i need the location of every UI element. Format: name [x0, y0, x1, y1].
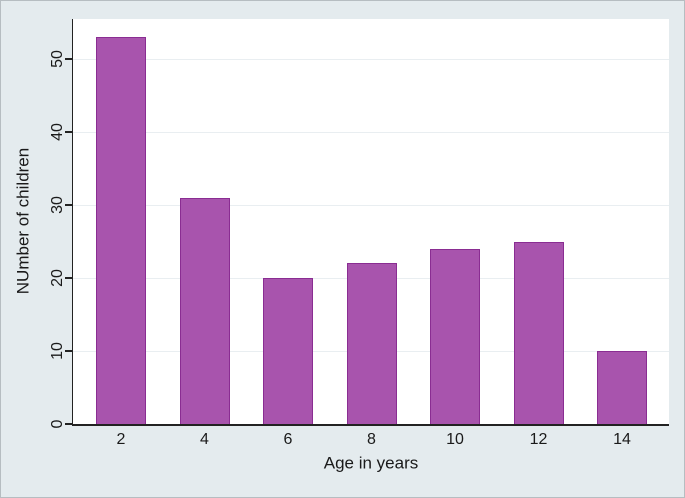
bar — [513, 241, 564, 424]
gridline — [73, 59, 669, 61]
bar — [430, 248, 480, 424]
y-tick-label: 40 — [49, 123, 66, 141]
x-axis-line — [71, 424, 669, 426]
gridline — [73, 132, 669, 134]
y-tick — [64, 58, 72, 60]
y-tick-label: 30 — [49, 196, 66, 214]
x-tick-label: 4 — [200, 431, 209, 448]
bar — [96, 37, 146, 424]
y-tick-label: 10 — [49, 342, 66, 360]
y-tick — [64, 277, 72, 279]
bar — [346, 263, 397, 424]
y-tick — [64, 350, 72, 352]
x-tick-label: 12 — [529, 431, 548, 448]
y-axis-title: NUmber of children — [13, 147, 33, 295]
x-axis-title: Age in years — [323, 453, 419, 473]
y-tick — [64, 131, 72, 133]
x-tick-label: 2 — [116, 431, 126, 448]
y-tick-label: 20 — [49, 269, 66, 287]
gridline — [73, 205, 669, 207]
x-tick-label: 10 — [446, 431, 464, 448]
bar — [263, 278, 313, 424]
y-axis-line — [71, 19, 73, 424]
y-tick-label: 0 — [49, 419, 66, 429]
x-tick-label: 6 — [283, 431, 293, 448]
x-tick-label: 14 — [613, 431, 631, 448]
x-tick-label: 8 — [367, 431, 376, 448]
y-tick-label: 50 — [49, 50, 66, 69]
plot-area — [71, 19, 669, 426]
y-tick — [64, 423, 72, 425]
bar — [597, 351, 647, 424]
bar — [179, 197, 230, 424]
y-tick — [64, 204, 72, 206]
